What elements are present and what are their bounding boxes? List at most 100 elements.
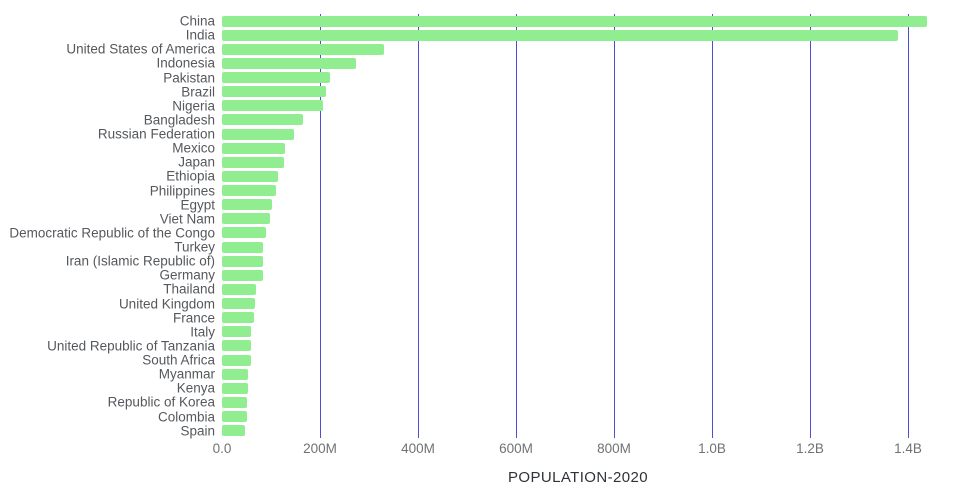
x-tick-label: 1.2B — [796, 441, 824, 456]
population-bar[interactable] — [222, 340, 252, 352]
population-bar[interactable] — [222, 283, 257, 295]
x-tick-label: 1.4B — [894, 441, 922, 456]
bar-row: China — [180, 14, 934, 29]
bar-row: Viet Nam — [160, 211, 934, 226]
bar-row: Thailand — [163, 282, 934, 297]
country-label: Republic of Korea — [107, 394, 215, 410]
country-label: Italy — [190, 324, 215, 340]
population-bar[interactable] — [222, 255, 264, 267]
bar-row: Democratic Republic of the Congo — [9, 225, 934, 240]
population-bar[interactable] — [222, 269, 264, 281]
plot-area: China India United States of America Indone… — [9, 14, 934, 438]
country-label: Philippines — [149, 183, 215, 199]
population-bar[interactable] — [222, 156, 284, 168]
bar-row: Pakistan — [163, 70, 934, 85]
bar-row: Mexico — [172, 141, 934, 156]
gridline — [908, 14, 909, 438]
bar-row: Republic of Korea — [108, 395, 934, 410]
bar-row: Colombia — [158, 409, 934, 424]
bar-row: Philippines — [150, 183, 934, 198]
bar-row: Egypt — [180, 197, 934, 212]
x-tick-label: 200M — [303, 441, 337, 456]
country-label: Turkey — [174, 239, 215, 255]
bar-row: Italy — [190, 324, 934, 339]
country-label: Japan — [178, 154, 215, 170]
gridline — [516, 14, 517, 438]
population-bar[interactable] — [222, 114, 303, 126]
bar-row: Iran (Islamic Republic of) — [66, 254, 934, 269]
population-bar[interactable] — [222, 354, 251, 366]
population-bar[interactable] — [222, 185, 276, 196]
population-bar[interactable] — [222, 57, 356, 69]
bar-row: South Africa — [142, 353, 934, 368]
country-label: Germany — [159, 267, 215, 283]
x-tick-label: 600M — [499, 441, 533, 456]
population-bar[interactable] — [222, 425, 246, 437]
bar-row: Japan — [178, 155, 934, 170]
bar-row: Kenya — [177, 381, 934, 396]
population-bar[interactable] — [222, 368, 249, 380]
bar-row: Turkey — [174, 240, 934, 255]
country-label: China — [179, 13, 215, 29]
population-bar[interactable] — [222, 142, 286, 154]
gridline — [418, 14, 419, 438]
country-label: United States of America — [66, 41, 215, 57]
x-axis: 0.0 200M 400M 600M 800M 1.0B 1.2B 1.4B — [213, 441, 934, 459]
x-tick-label: 0.0 — [212, 441, 232, 456]
bar-rows: China India United States of America Indone… — [9, 14, 934, 438]
bar-row: Brazil — [181, 84, 934, 99]
bar-row: United States of America — [66, 42, 934, 57]
country-label: Myanmar — [158, 366, 215, 382]
population-bar[interactable] — [222, 241, 264, 253]
country-label: Spain — [180, 423, 215, 439]
bar-row: Indonesia — [156, 56, 934, 71]
population-bar[interactable] — [222, 227, 267, 239]
population-bar[interactable] — [222, 15, 928, 27]
bar-row: United Republic of Tanzania — [47, 338, 934, 353]
x-tick-label: 800M — [597, 441, 631, 456]
bar-row: India — [186, 28, 934, 43]
x-axis-title: POPULATION-2020 — [508, 469, 648, 486]
country-label: France — [172, 310, 215, 326]
country-label: Mexico — [172, 140, 215, 156]
bar-row: Nigeria — [172, 98, 934, 113]
population-bar[interactable] — [222, 382, 249, 394]
bar-row: Ethiopia — [166, 169, 934, 184]
gridline — [810, 14, 811, 438]
gridline — [614, 14, 615, 438]
population-bar[interactable] — [222, 72, 331, 83]
gridlines — [222, 14, 934, 438]
country-label: Bangladesh — [143, 112, 215, 128]
population-bar[interactable] — [222, 199, 272, 211]
population-bar[interactable] — [222, 396, 247, 408]
population-bar[interactable] — [222, 411, 247, 422]
country-label: Democratic Republic of the Congo — [9, 225, 215, 241]
bar-row: Germany — [159, 268, 934, 283]
population-bar[interactable] — [222, 43, 385, 55]
bar-row: Spain — [180, 423, 934, 438]
population-bar[interactable] — [222, 128, 294, 140]
country-label: India — [185, 27, 215, 43]
country-label: Kenya — [176, 380, 215, 396]
gridline — [320, 14, 321, 438]
population-bar[interactable] — [222, 170, 279, 182]
population-bar[interactable] — [222, 213, 270, 225]
x-tick-label: 400M — [401, 441, 435, 456]
population-bar[interactable] — [222, 86, 326, 98]
country-label: Brazil — [181, 84, 215, 100]
country-label: Viet Nam — [159, 211, 215, 227]
country-label: Iran (Islamic Republic of) — [65, 253, 215, 269]
population-bar[interactable] — [222, 312, 254, 324]
country-label: Egypt — [180, 197, 215, 213]
bar-row: Myanmar — [159, 367, 934, 382]
population-bar[interactable] — [222, 29, 899, 41]
population-bar[interactable] — [222, 326, 252, 338]
bar-row: Russian Federation — [98, 127, 934, 142]
country-label: Pakistan — [163, 70, 215, 86]
country-label: Colombia — [157, 409, 215, 425]
population-bar[interactable] — [222, 100, 323, 112]
population-bar[interactable] — [222, 298, 256, 309]
x-tick-label: 1.0B — [698, 441, 726, 456]
gridline — [712, 14, 713, 438]
